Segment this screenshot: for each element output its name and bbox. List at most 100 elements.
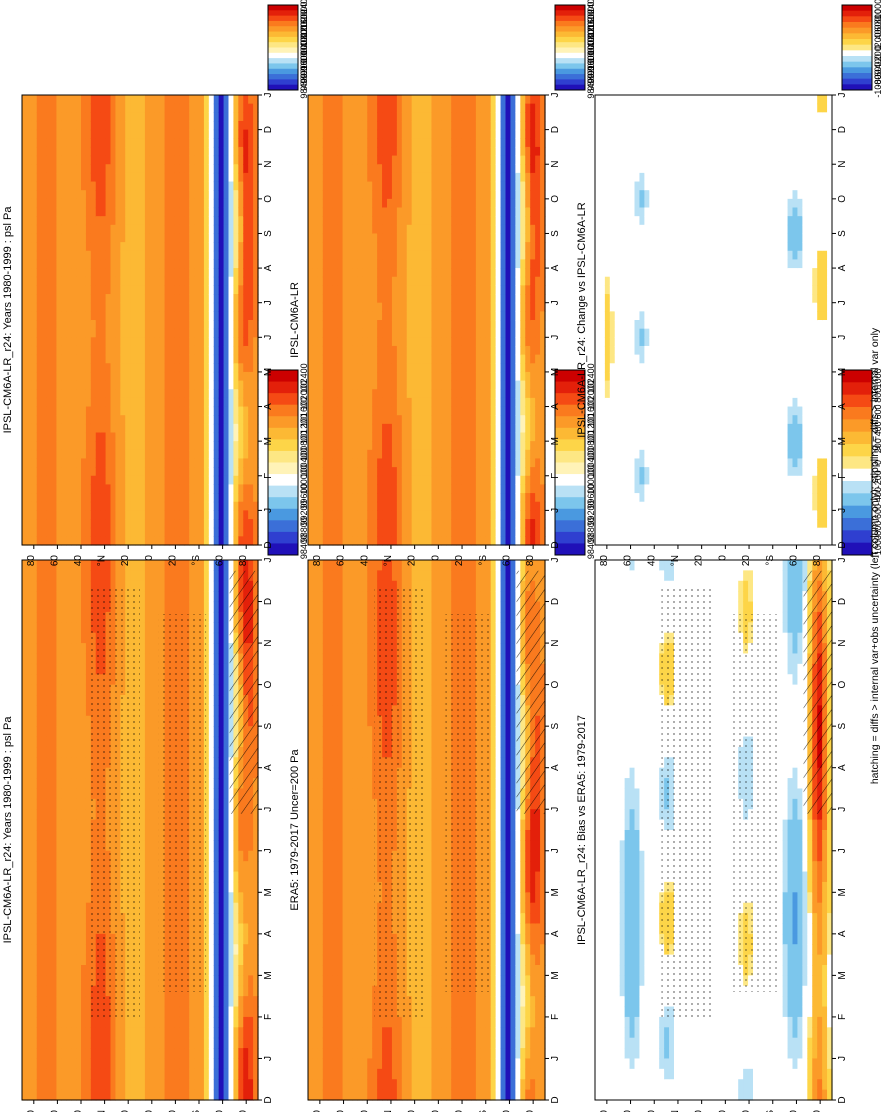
heatmap-cell xyxy=(248,276,254,286)
heatmap-cell xyxy=(199,1079,205,1091)
heatmap-cell xyxy=(46,975,53,987)
heatmap-cell xyxy=(248,985,254,997)
heatmap-cell xyxy=(253,944,259,956)
heatmap-cell xyxy=(26,242,33,252)
heatmap-cell xyxy=(31,320,38,330)
heatmap-cell xyxy=(56,954,62,966)
heatmap-cell xyxy=(149,1048,156,1060)
heatmap-cell xyxy=(31,881,38,893)
heatmap-cell xyxy=(90,432,97,442)
heatmap-cell xyxy=(115,294,121,304)
heatmap-cell xyxy=(194,138,200,148)
heatmap-cell xyxy=(154,138,161,148)
heatmap-cell xyxy=(154,519,161,529)
heatmap-cell xyxy=(90,328,97,338)
heatmap-cell xyxy=(184,1006,190,1018)
heatmap-cell xyxy=(140,632,146,644)
heatmap-cell xyxy=(243,1089,249,1101)
heatmap-cell xyxy=(31,1058,38,1070)
heatmap-cell xyxy=(140,1048,146,1060)
heatmap-cell xyxy=(26,798,33,810)
month-tick-label: J xyxy=(263,558,274,563)
heatmap-cell xyxy=(194,363,200,373)
heatmap-cell xyxy=(159,519,166,529)
heatmap-cell xyxy=(135,475,141,486)
heatmap-cell xyxy=(179,1048,185,1060)
heatmap-cell xyxy=(238,861,244,873)
month-tick-label: O xyxy=(263,680,274,688)
heatmap-cell xyxy=(61,591,67,603)
heatmap-cell xyxy=(154,985,161,997)
heatmap-cell xyxy=(140,276,146,286)
heatmap-cell xyxy=(110,302,117,312)
heatmap-cell xyxy=(36,475,43,486)
heatmap-cell xyxy=(228,129,235,139)
heatmap-cell xyxy=(41,501,48,511)
heatmap-cell xyxy=(213,190,220,200)
heatmap-cell xyxy=(56,389,62,399)
heatmap-cell xyxy=(169,1058,176,1070)
heatmap-cell xyxy=(154,653,161,665)
heatmap-cell xyxy=(105,397,112,408)
colorbar-swatch xyxy=(268,370,298,383)
heatmap-cell xyxy=(199,519,205,529)
heatmap-cell xyxy=(61,250,67,261)
heatmap-cell xyxy=(46,449,53,460)
heatmap-cell xyxy=(213,536,220,546)
heatmap-cell xyxy=(51,1027,58,1039)
heatmap-cell xyxy=(120,406,126,416)
heatmap-cell xyxy=(46,259,53,269)
heatmap-cell xyxy=(179,242,185,252)
heatmap-cell xyxy=(149,311,156,321)
heatmap-cell xyxy=(90,1079,97,1091)
heatmap-cell xyxy=(66,778,72,790)
heatmap-cell xyxy=(228,233,235,243)
heatmap-cell xyxy=(228,268,235,278)
heatmap-cell xyxy=(76,475,82,486)
heatmap-cell xyxy=(66,510,72,520)
heatmap-cell xyxy=(164,146,171,157)
heatmap-cell xyxy=(22,1089,28,1101)
heatmap-cell xyxy=(199,198,205,209)
heatmap-cell xyxy=(194,467,200,477)
heatmap-cell xyxy=(66,233,72,243)
heatmap-cell xyxy=(76,164,82,174)
heatmap-cell xyxy=(199,224,205,235)
heatmap-cell xyxy=(51,198,58,209)
heatmap-cell xyxy=(208,95,215,105)
heatmap-cell xyxy=(36,881,43,893)
heatmap-cell xyxy=(203,138,210,148)
heatmap-cell xyxy=(120,207,126,217)
heatmap-cell xyxy=(95,112,102,122)
heatmap-cell xyxy=(130,198,136,209)
heatmap-cell xyxy=(26,736,33,748)
heatmap-cell xyxy=(169,1068,176,1080)
heatmap-cell xyxy=(100,432,107,442)
heatmap-cell xyxy=(135,155,141,165)
heatmap-cell xyxy=(159,138,166,148)
heatmap-cell xyxy=(120,423,126,434)
heatmap-cell xyxy=(61,850,67,862)
heatmap-cell xyxy=(105,441,112,451)
heatmap-cell xyxy=(56,311,62,321)
heatmap-cell xyxy=(46,643,53,655)
heatmap-cell xyxy=(135,259,141,269)
heatmap-cell xyxy=(110,1089,117,1101)
heatmap-cell xyxy=(71,736,77,748)
heatmap-cell xyxy=(203,975,210,987)
heatmap-cell xyxy=(46,371,53,382)
heatmap-cell xyxy=(41,611,48,623)
heatmap-cell xyxy=(115,233,121,243)
heatmap-cell xyxy=(218,337,225,347)
heatmap-cell xyxy=(203,484,210,494)
heatmap-cell xyxy=(90,467,97,477)
heatmap-cell xyxy=(56,441,62,451)
heatmap-cell xyxy=(41,259,48,269)
heatmap-cell xyxy=(71,1006,77,1018)
heatmap-cell xyxy=(26,415,33,425)
heatmap-cell xyxy=(184,120,190,131)
heatmap-cell xyxy=(56,320,62,330)
heatmap-cell xyxy=(61,536,67,546)
heatmap-cell xyxy=(51,458,58,468)
heatmap-cell xyxy=(218,736,225,748)
